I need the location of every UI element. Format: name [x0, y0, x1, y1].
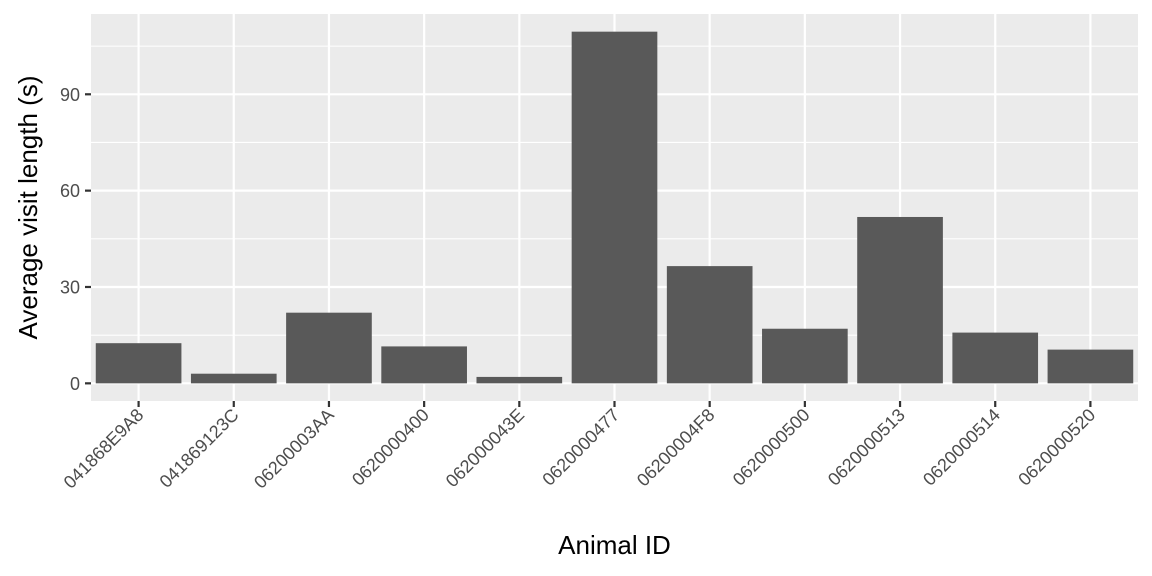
- x-tick-label: 041868E9A8: [60, 405, 148, 493]
- y-axis-title: Average visit length (s): [13, 76, 43, 340]
- x-tick-label: 062000043E: [442, 405, 528, 491]
- bar: [286, 312, 372, 384]
- bars: [95, 31, 1134, 384]
- y-tick-label: 0: [70, 374, 80, 394]
- bar: [857, 216, 943, 384]
- x-tick-label: 0620000500: [729, 405, 814, 490]
- y-axis-ticks: 0 30 60 90: [60, 85, 91, 394]
- bar: [762, 328, 848, 384]
- x-axis-ticks: 041868E9A8 041869123C 06200003AA 0620000400…: [60, 401, 1099, 493]
- y-tick-label: 60: [60, 181, 80, 201]
- x-tick-label: 0620000477: [538, 405, 623, 490]
- x-axis-title: Animal ID: [558, 530, 671, 560]
- bar: [95, 343, 182, 384]
- bar: [1047, 349, 1134, 384]
- bar: [190, 373, 277, 384]
- x-tick-label: 041869123C: [156, 405, 243, 492]
- bar: [666, 266, 753, 384]
- x-tick-label: 0620000513: [824, 405, 909, 490]
- x-tick-label: 0620000400: [348, 405, 433, 490]
- x-tick-label: 0620000514: [919, 405, 1004, 490]
- x-tick-label: 0620000520: [1014, 405, 1099, 490]
- x-tick-label: 06200003AA: [250, 405, 338, 493]
- bar: [571, 31, 658, 384]
- x-tick-label: 06200004F8: [633, 405, 719, 491]
- y-tick-label: 30: [60, 277, 80, 297]
- bar: [381, 346, 467, 384]
- bar: [952, 332, 1039, 384]
- bar: [476, 376, 563, 384]
- y-tick-label: 90: [60, 85, 80, 105]
